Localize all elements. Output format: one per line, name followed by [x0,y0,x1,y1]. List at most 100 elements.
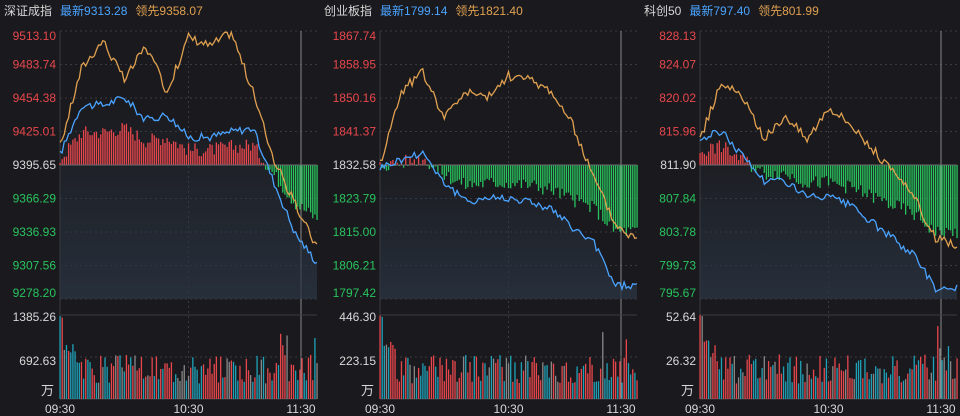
volume-bar [125,355,128,399]
volume-bar [591,364,593,399]
volume-bar [228,361,230,399]
strength-bar [275,165,278,173]
volume-bar [614,361,617,399]
strength-bar [742,153,744,165]
strength-bar [292,165,295,204]
volume-bar [516,378,518,399]
volume-bar [548,377,550,399]
strength-bar [614,165,617,229]
volume-bar [866,372,868,399]
volume-bar [166,363,168,399]
volume-bar [100,355,102,399]
strength-bar [574,165,576,208]
strength-bar [217,144,220,165]
latest-value: 最新9313.28 [60,4,128,18]
strength-bar [632,165,634,228]
strength-bar [499,165,501,186]
strength-bar [65,156,68,165]
vol-tick: 26.32 [666,354,696,368]
strength-bar [531,165,533,183]
strength-bar [733,154,735,165]
price-tick: 1850.16 [333,91,377,105]
strength-bar [262,162,265,165]
volume-bar [254,377,256,399]
volume-bar [522,370,525,399]
strength-bar [106,131,108,165]
volume-bar [597,381,600,399]
volume-bar [297,379,299,399]
volume-bar [527,361,529,399]
strength-bar [862,165,864,197]
strength-bar [599,165,602,210]
volume-bar [119,355,121,399]
strength-bar [900,165,903,210]
strength-bar [284,165,286,195]
strength-bar [422,159,424,165]
latest-value: 最新797.40 [689,4,751,18]
lead-value: 领先1821.40 [455,4,523,18]
time-tick: 10:30 [813,402,843,416]
volume-bar [761,368,763,399]
volume-bar [725,357,727,399]
strength-bar [883,165,885,199]
volume-bar [450,374,452,399]
volume-bar [495,362,497,399]
strength-bar [136,130,138,165]
volume-bar [612,358,615,399]
strength-bar [759,165,761,169]
strength-bar [147,142,149,165]
strength-bar [866,165,868,198]
strength-bar [887,165,890,209]
volume-bar [277,364,280,399]
volume-bar [85,358,87,399]
volume-bar [552,363,555,399]
volume-bar [271,380,273,399]
price-tick: 9513.10 [13,29,57,43]
strength-bar [606,165,608,226]
volume-bar [443,381,445,399]
volume-bar [390,341,392,399]
strength-bar [827,165,830,186]
volume-bar [934,380,937,399]
price-tick: 807.84 [659,192,696,206]
strength-bar [435,165,437,167]
strength-bar [537,165,540,192]
strength-bar [277,165,280,187]
volume-bar [486,375,488,399]
price-tick: 1867.74 [333,29,377,43]
strength-bar [550,165,553,192]
strength-bar [621,165,623,231]
price-tick: 1832.58 [333,158,377,172]
strength-bar [127,131,130,165]
volume-bar [535,363,538,399]
strength-bar [593,165,595,205]
volume-bar [422,363,424,399]
series-line-latest [379,149,638,292]
volume-bar [875,366,877,399]
strength-bar [954,165,956,229]
strength-bar [247,144,250,165]
volume-bar [447,369,450,399]
volume-bar [718,369,720,399]
strength-bar [196,148,198,165]
strength-bar [100,134,102,165]
volume-bar [170,362,173,399]
strength-bar [572,165,574,201]
strength-bar [548,165,550,184]
strength-bar [585,165,587,204]
volume-bar [213,364,215,399]
volume-bar [226,358,228,399]
strength-bar [168,141,170,165]
volume-bar [883,369,885,399]
volume-bar [926,367,928,399]
strength-bar [949,165,952,231]
volume-bar [518,382,520,399]
strength-bar [112,132,115,165]
time-tick: 10:30 [493,402,523,416]
strength-bar [832,165,834,182]
volume-bar [190,367,192,399]
strength-bar [413,159,415,165]
volume-bar [755,358,757,399]
volume-bar [949,361,952,399]
volume-bar [851,378,853,399]
